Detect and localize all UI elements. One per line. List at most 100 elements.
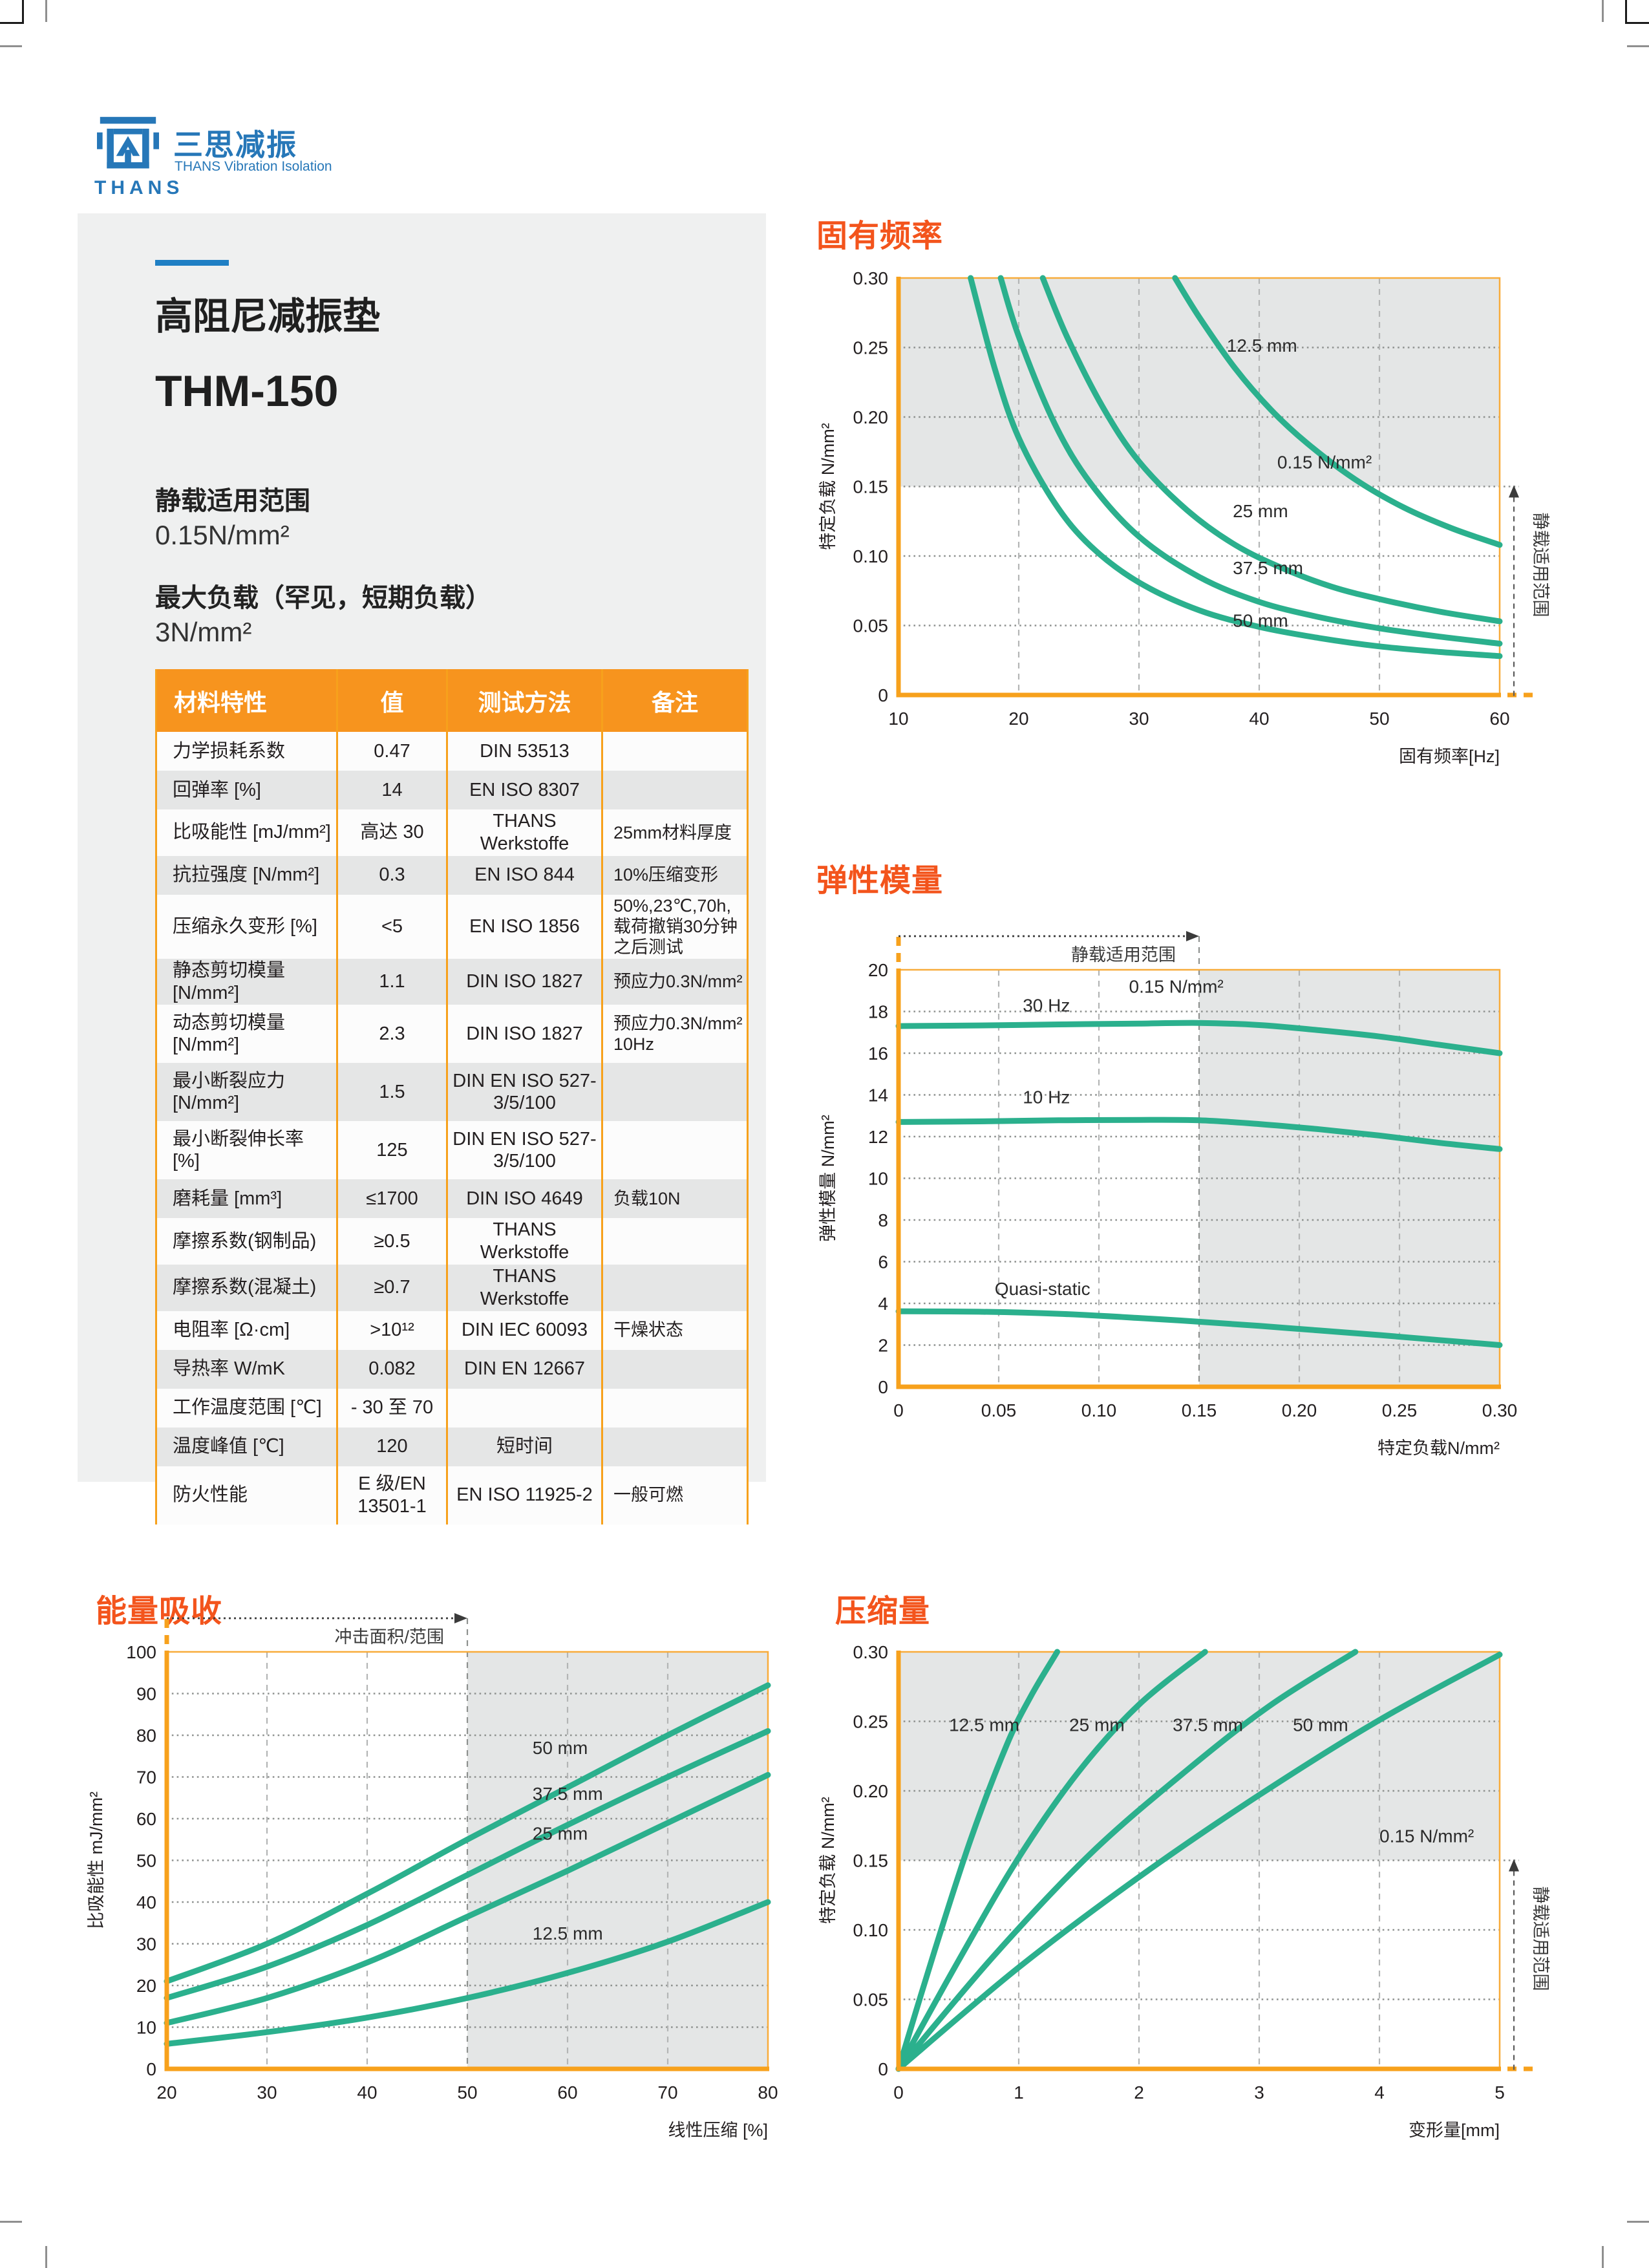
table-cell: 120 <box>336 1427 448 1466</box>
thans-logo-icon <box>97 116 159 169</box>
table-cell: DIN EN 12667 <box>446 1349 603 1389</box>
table-cell <box>601 732 749 771</box>
svg-text:5: 5 <box>1495 2082 1505 2102</box>
svg-text:0.30: 0.30 <box>853 268 889 288</box>
svg-text:10: 10 <box>868 1169 888 1189</box>
svg-text:0.20: 0.20 <box>853 1781 889 1801</box>
svg-text:60: 60 <box>557 2082 577 2102</box>
svg-text:50: 50 <box>457 2082 477 2102</box>
svg-text:0.05: 0.05 <box>853 1990 889 2010</box>
table-row: 防火性能 E 级/EN 13501-1 EN ISO 11925-2 一般可燃 <box>155 1466 749 1524</box>
svg-text:变形量[mm]: 变形量[mm] <box>1409 2121 1500 2140</box>
svg-text:弹性模量 N/mm²: 弹性模量 N/mm² <box>818 1115 838 1241</box>
table-cell: ≤1700 <box>336 1179 448 1219</box>
svg-text:80: 80 <box>136 1726 156 1746</box>
table-row: 工作温度范围 [℃] - 30 至 70 <box>155 1388 749 1428</box>
table-cell: 10%压缩变形 <box>601 855 749 895</box>
logo-wordmark: THANS <box>94 177 184 198</box>
svg-text:0.30: 0.30 <box>853 1642 889 1662</box>
material-properties-table: 材料特性 值 测试方法 备注 力学损耗系数 0.47 DIN 53513 回弹率 [%… <box>155 669 749 1524</box>
table-cell: 负载10N <box>601 1179 749 1219</box>
crop-mark <box>0 22 24 24</box>
crop-mark <box>1602 0 1604 22</box>
table-row: 摩擦系数(混凝土) ≥0.7 THANS Werkstoffe <box>155 1264 749 1311</box>
table-cell: ≥0.5 <box>336 1218 448 1265</box>
svg-text:0: 0 <box>878 685 888 705</box>
svg-text:特定负载 N/mm²: 特定负载 N/mm² <box>818 1797 838 1923</box>
svg-text:0: 0 <box>146 2059 156 2079</box>
table-row: 比吸能性 [mJ/mm²] 高达 30 THANS Werkstoffe 25mm材料… <box>155 809 749 856</box>
svg-text:比吸能性 mJ/mm²: 比吸能性 mJ/mm² <box>87 1792 106 1929</box>
svg-text:2: 2 <box>1134 2082 1144 2102</box>
table-cell <box>601 1121 749 1180</box>
svg-text:0.10: 0.10 <box>853 546 889 566</box>
svg-text:0.15 N/mm²: 0.15 N/mm² <box>1277 453 1372 473</box>
svg-text:0.15: 0.15 <box>1182 1400 1217 1420</box>
max-load-label: 最大负载（罕见，短期负载） <box>155 584 491 612</box>
svg-text:90: 90 <box>136 1684 156 1704</box>
table-row: 最小断裂应力 [N/mm²] 1.5 DIN EN ISO 527-3/5/100 <box>155 1063 749 1122</box>
section-title-compression: 压缩量 <box>835 1594 931 1629</box>
svg-text:12.5 mm: 12.5 mm <box>533 1923 603 1943</box>
svg-text:4: 4 <box>1374 2082 1385 2102</box>
table-cell: E 级/EN 13501-1 <box>336 1466 448 1524</box>
static-load-value: 0.15N/mm² <box>155 520 290 550</box>
svg-text:0.20: 0.20 <box>853 407 889 427</box>
crop-mark <box>1625 0 1627 24</box>
table-cell: 动态剪切模量 [N/mm²] <box>155 1005 338 1064</box>
svg-text:0.10: 0.10 <box>1081 1400 1117 1420</box>
table-cell: - 30 至 70 <box>336 1388 448 1428</box>
svg-text:16: 16 <box>868 1043 888 1064</box>
table-cell: 工作温度范围 [℃] <box>155 1388 338 1428</box>
svg-text:40: 40 <box>1249 709 1269 729</box>
svg-text:12.5 mm: 12.5 mm <box>1227 336 1297 356</box>
table-cell: 抗拉强度 [N/mm²] <box>155 855 338 895</box>
svg-text:70: 70 <box>136 1768 156 1788</box>
table-cell: 防火性能 <box>155 1466 338 1524</box>
svg-text:20: 20 <box>136 1976 156 1996</box>
table-cell: EN ISO 1856 <box>446 894 603 959</box>
table-cell: 预应力0.3N/mm² <box>601 958 749 1005</box>
svg-text:30 Hz: 30 Hz <box>1023 996 1070 1016</box>
crop-mark <box>1602 2246 1604 2268</box>
svg-text:2: 2 <box>878 1336 888 1356</box>
crop-mark <box>22 0 24 24</box>
svg-text:Quasi-static: Quasi-static <box>995 1279 1090 1299</box>
svg-text:14: 14 <box>868 1086 888 1106</box>
svg-text:37.5 mm: 37.5 mm <box>1173 1715 1243 1735</box>
table-row: 电阻率 [Ω·cm] >10¹² DIN IEC 60093 干燥状态 <box>155 1311 749 1350</box>
table-cell <box>601 1063 749 1122</box>
table-cell <box>601 771 749 809</box>
svg-text:40: 40 <box>136 1892 156 1912</box>
table-row: 静态剪切模量 [N/mm²] 1.1 DIN ISO 1827 预应力0.3N/mm² <box>155 958 749 1005</box>
table-cell: DIN ISO 1827 <box>446 958 603 1005</box>
table-cell: 比吸能性 [mJ/mm²] <box>155 809 338 856</box>
table-header-row: 材料特性 值 测试方法 备注 <box>155 669 749 732</box>
crop-mark <box>0 2221 22 2223</box>
table-row: 动态剪切模量 [N/mm²] 2.3 DIN ISO 1827 预应力0.3N/mm²… <box>155 1005 749 1064</box>
svg-text:60: 60 <box>1489 709 1509 729</box>
svg-text:10: 10 <box>136 2018 156 2038</box>
svg-text:37.5 mm: 37.5 mm <box>1233 558 1303 578</box>
table-cell: DIN EN ISO 527-3/5/100 <box>446 1063 603 1122</box>
svg-text:3: 3 <box>1254 2082 1264 2102</box>
svg-text:0: 0 <box>893 1400 904 1420</box>
svg-text:0: 0 <box>893 2082 904 2102</box>
section-title-energy-absorption: 能量吸收 <box>96 1594 223 1629</box>
logo-cn-name: 三思减振 <box>173 128 297 162</box>
svg-text:固有频率[Hz]: 固有频率[Hz] <box>1399 747 1500 766</box>
static-load-label: 静载适用范围 <box>155 487 310 515</box>
svg-text:20: 20 <box>868 960 888 980</box>
table-cell: DIN ISO 1827 <box>446 1005 603 1064</box>
svg-text:60: 60 <box>136 1809 156 1829</box>
section-title-natural-frequency: 固有频率 <box>816 219 944 253</box>
svg-text:特定负载N/mm²: 特定负载N/mm² <box>1378 1439 1500 1458</box>
table-cell: 静态剪切模量 [N/mm²] <box>155 958 338 1005</box>
crop-mark <box>1627 2221 1649 2223</box>
table-cell: THANS Werkstoffe <box>446 809 603 856</box>
table-row: 导热率 W/mK 0.082 DIN EN 12667 <box>155 1349 749 1389</box>
svg-text:50 mm: 50 mm <box>1233 611 1288 631</box>
svg-text:30: 30 <box>257 2082 277 2102</box>
natural-frequency-chart: 10 20 30 40 50 60 0 0.05 0.10 0.15 0.20 0.25 0.30 固有频… <box>802 187 1603 786</box>
table-row: 摩擦系数(钢制品) ≥0.5 THANS Werkstoffe <box>155 1218 749 1265</box>
